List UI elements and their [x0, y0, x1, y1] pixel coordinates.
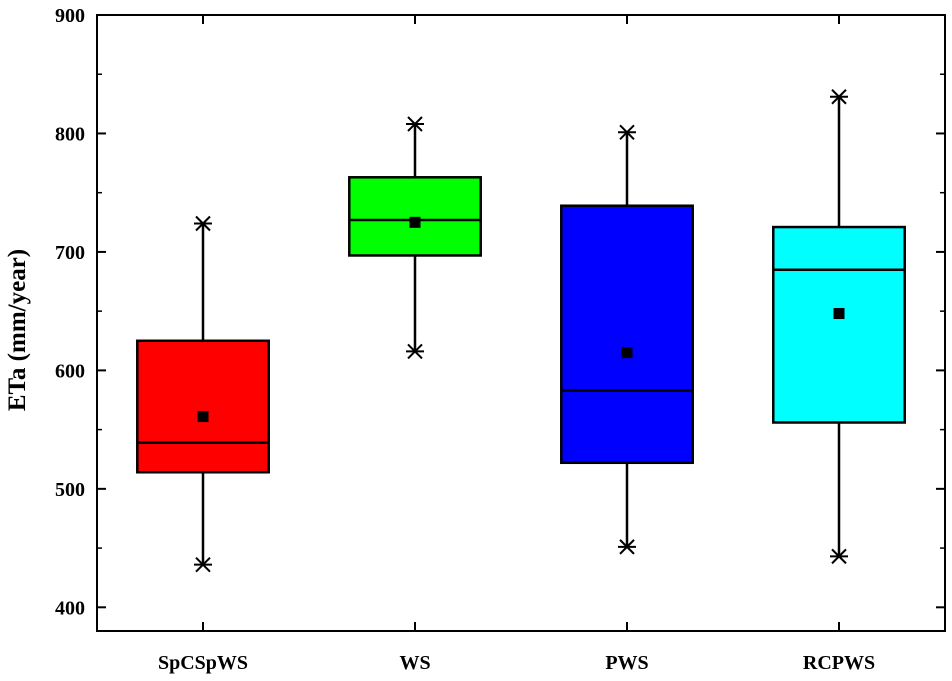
x-tick-label: WS — [399, 652, 430, 674]
x-tick-label: RCPWS — [803, 652, 875, 674]
max-marker — [406, 116, 424, 132]
y-tick-label: 800 — [55, 123, 85, 145]
box-spcspws — [136, 215, 270, 573]
max-marker — [618, 124, 636, 140]
box-ws — [348, 116, 482, 360]
min-marker — [830, 548, 848, 565]
y-tick-label: 600 — [55, 360, 85, 382]
y-tick-label: 900 — [55, 5, 85, 27]
box-rcpws — [772, 89, 906, 565]
max-marker — [194, 215, 212, 232]
y-tick-label: 400 — [55, 597, 85, 619]
y-tick-label: 700 — [55, 242, 85, 264]
box-body — [136, 339, 270, 474]
x-axis: SpCSpWS WS PWS RCPWS — [158, 15, 875, 674]
boxes — [136, 89, 906, 573]
min-marker — [194, 556, 212, 573]
box-body — [772, 225, 906, 424]
y-axis: 400 500 600 700 800 900 — [55, 5, 945, 619]
box-body — [560, 204, 694, 465]
mean-marker — [833, 308, 845, 320]
box-pws — [560, 124, 694, 555]
mean-marker — [621, 347, 633, 359]
min-marker — [618, 539, 636, 555]
min-marker — [406, 343, 424, 360]
mean-marker — [197, 411, 209, 423]
mean-marker — [409, 216, 421, 228]
box-body — [348, 176, 482, 257]
x-tick-label: SpCSpWS — [158, 652, 248, 674]
plot-frame — [96, 14, 946, 632]
max-marker — [830, 89, 848, 105]
x-tick-label: PWS — [605, 652, 648, 674]
y-axis-title: ETa (mm/year) — [4, 249, 31, 411]
y-tick-label: 500 — [55, 479, 85, 501]
